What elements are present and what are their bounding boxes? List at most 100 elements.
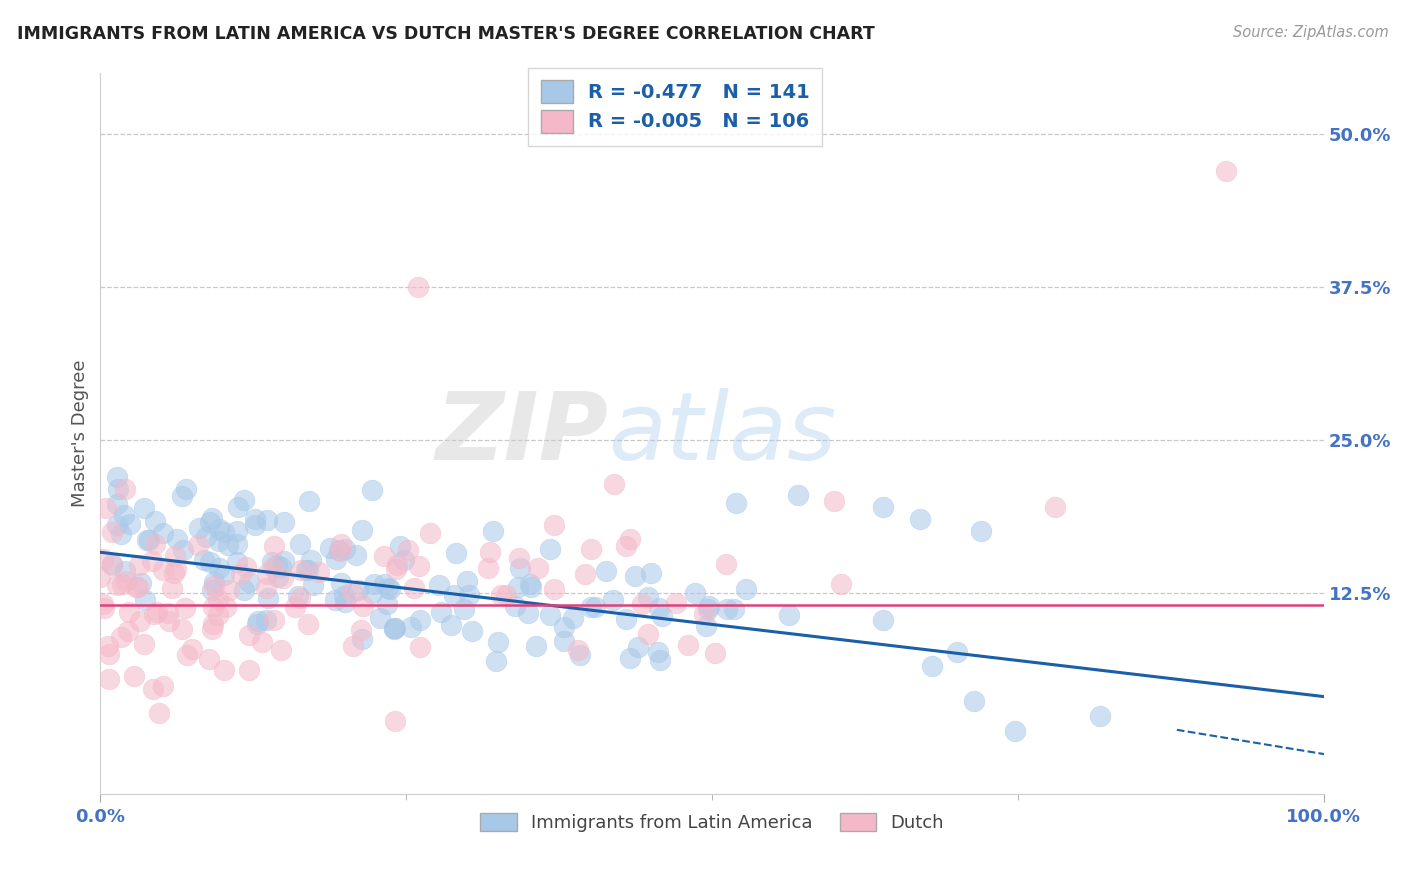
Point [166, 532, 188, 546]
Point [266, 558, 288, 572]
Point [921, 659, 943, 673]
Point [778, 607, 800, 622]
Point [579, 541, 602, 556]
Point [665, 596, 688, 610]
Point [430, 605, 453, 619]
Point [786, 488, 808, 502]
Point [329, 575, 352, 590]
Point [201, 583, 224, 598]
Point [271, 571, 294, 585]
Point [1004, 723, 1026, 738]
Point [226, 537, 249, 551]
Point [91, 551, 114, 566]
Point [970, 524, 993, 539]
Point [683, 586, 706, 600]
Point [299, 553, 322, 567]
Point [254, 582, 277, 596]
Point [212, 525, 235, 540]
Point [602, 592, 624, 607]
Point [257, 591, 280, 605]
Point [723, 601, 745, 615]
Point [208, 522, 231, 536]
Point [325, 593, 347, 607]
Point [225, 524, 247, 539]
Text: ZIP: ZIP [434, 388, 607, 480]
Point [96, 500, 118, 515]
Point [491, 588, 513, 602]
Point [235, 559, 257, 574]
Point [352, 523, 374, 537]
Point [640, 566, 662, 580]
Point [444, 546, 467, 560]
Point [176, 648, 198, 662]
Point [98, 648, 121, 662]
Point [233, 583, 256, 598]
Point [519, 577, 541, 591]
Point [538, 608, 561, 623]
Point [508, 551, 530, 566]
Point [384, 714, 406, 728]
Point [524, 640, 547, 654]
Point [1088, 709, 1111, 723]
Point [238, 663, 260, 677]
Point [384, 621, 406, 635]
Point [238, 574, 260, 589]
Point [112, 508, 135, 523]
Point [399, 619, 422, 633]
Point [384, 562, 406, 576]
Point [538, 541, 561, 556]
Legend: Immigrants from Latin America, Dutch: Immigrants from Latin America, Dutch [474, 805, 950, 839]
Point [256, 513, 278, 527]
Point [114, 482, 136, 496]
Point [1215, 163, 1237, 178]
Point [232, 493, 254, 508]
Point [207, 608, 229, 623]
Point [486, 634, 509, 648]
Point [254, 613, 277, 627]
Point [247, 614, 270, 628]
Point [396, 543, 419, 558]
Point [229, 567, 252, 582]
Point [157, 614, 180, 628]
Point [267, 570, 290, 584]
Point [361, 586, 384, 600]
Point [143, 537, 166, 551]
Point [215, 599, 238, 614]
Point [479, 544, 502, 558]
Point [173, 601, 195, 615]
Point [328, 543, 350, 558]
Point [165, 562, 187, 576]
Point [143, 607, 166, 621]
Point [335, 595, 357, 609]
Point [89, 569, 111, 583]
Point [172, 489, 194, 503]
Point [378, 582, 401, 596]
Point [830, 577, 852, 591]
Point [98, 672, 121, 686]
Point [516, 607, 538, 621]
Point [297, 563, 319, 577]
Point [208, 560, 231, 574]
Point [152, 526, 174, 541]
Point [453, 602, 475, 616]
Point [650, 653, 672, 667]
Point [361, 483, 384, 498]
Point [172, 543, 194, 558]
Point [134, 592, 156, 607]
Point [110, 526, 132, 541]
Point [340, 585, 363, 599]
Point [344, 548, 367, 562]
Point [404, 581, 426, 595]
Point [188, 521, 211, 535]
Point [678, 638, 700, 652]
Point [581, 600, 603, 615]
Point [716, 602, 738, 616]
Point [157, 606, 180, 620]
Point [160, 581, 183, 595]
Point [373, 577, 395, 591]
Point [125, 581, 148, 595]
Point [333, 541, 356, 556]
Point [93, 600, 115, 615]
Point [363, 576, 385, 591]
Point [440, 617, 463, 632]
